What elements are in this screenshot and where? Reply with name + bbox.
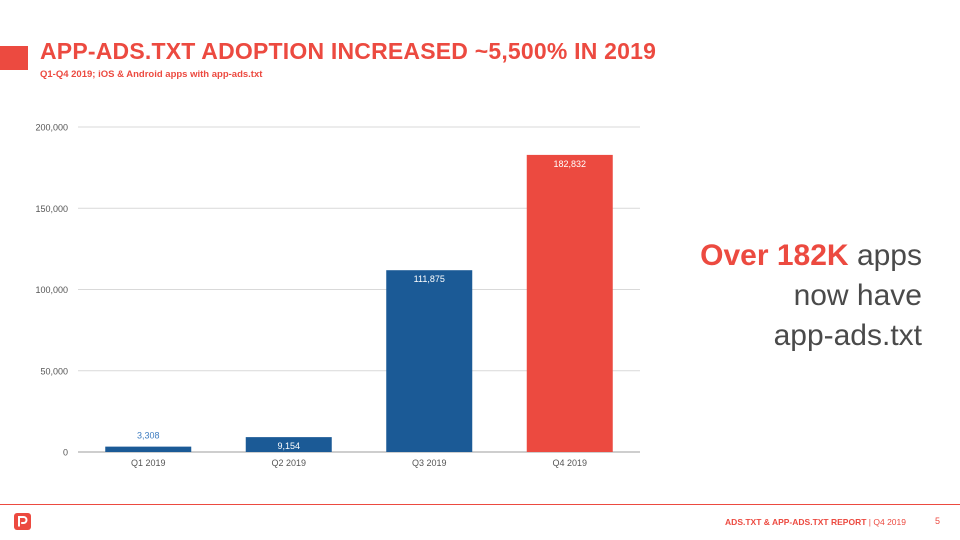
y-tick-label: 100,000 (35, 285, 68, 295)
footer-report-label: ADS.TXT & APP-ADS.TXT REPORT | Q4 2019 (725, 517, 906, 527)
bar-data-label: 9,154 (277, 441, 300, 451)
y-tick-label: 200,000 (35, 123, 68, 133)
footer-divider (0, 504, 960, 505)
y-tick-label: 0 (63, 448, 68, 458)
x-tick-label: Q2 2019 (271, 458, 306, 468)
footer-report-name: ADS.TXT & APP-ADS.TXT REPORT (725, 517, 867, 527)
y-tick-label: 50,000 (40, 366, 68, 376)
x-tick-label: Q4 2019 (552, 458, 587, 468)
title-accent-bar (0, 46, 28, 70)
x-tick-label: Q3 2019 (412, 458, 447, 468)
y-tick-label: 150,000 (35, 204, 68, 214)
footer-period: Q4 2019 (873, 517, 906, 527)
callout-rest: apps (856, 239, 922, 272)
slide-title: APP-ADS.TXT ADOPTION INCREASED ~5,500% I… (40, 38, 657, 64)
x-tick-label: Q1 2019 (131, 458, 166, 468)
bar (245, 437, 332, 452)
callout-line-1: Over 182K apps (602, 236, 922, 276)
bar-data-label: 3,308 (137, 431, 160, 441)
bar (386, 270, 473, 452)
page-number: 5 (934, 516, 940, 526)
callout-highlight: Over 182K (700, 239, 849, 272)
slide-subtitle: Q1-Q4 2019; iOS & Android apps with app-… (40, 69, 263, 80)
pixalate-logo-icon (14, 513, 31, 530)
bar-data-label: 182,832 (553, 159, 586, 169)
callout-line-3: app-ads.txt (773, 319, 922, 352)
callout-line-2: now have (793, 279, 922, 312)
callout-text: Over 182K apps now have app-ads.txt (602, 236, 922, 356)
bar (526, 154, 613, 452)
bar (105, 446, 192, 452)
bar-data-label: 111,875 (414, 274, 445, 284)
footer-separator: | (868, 517, 871, 527)
